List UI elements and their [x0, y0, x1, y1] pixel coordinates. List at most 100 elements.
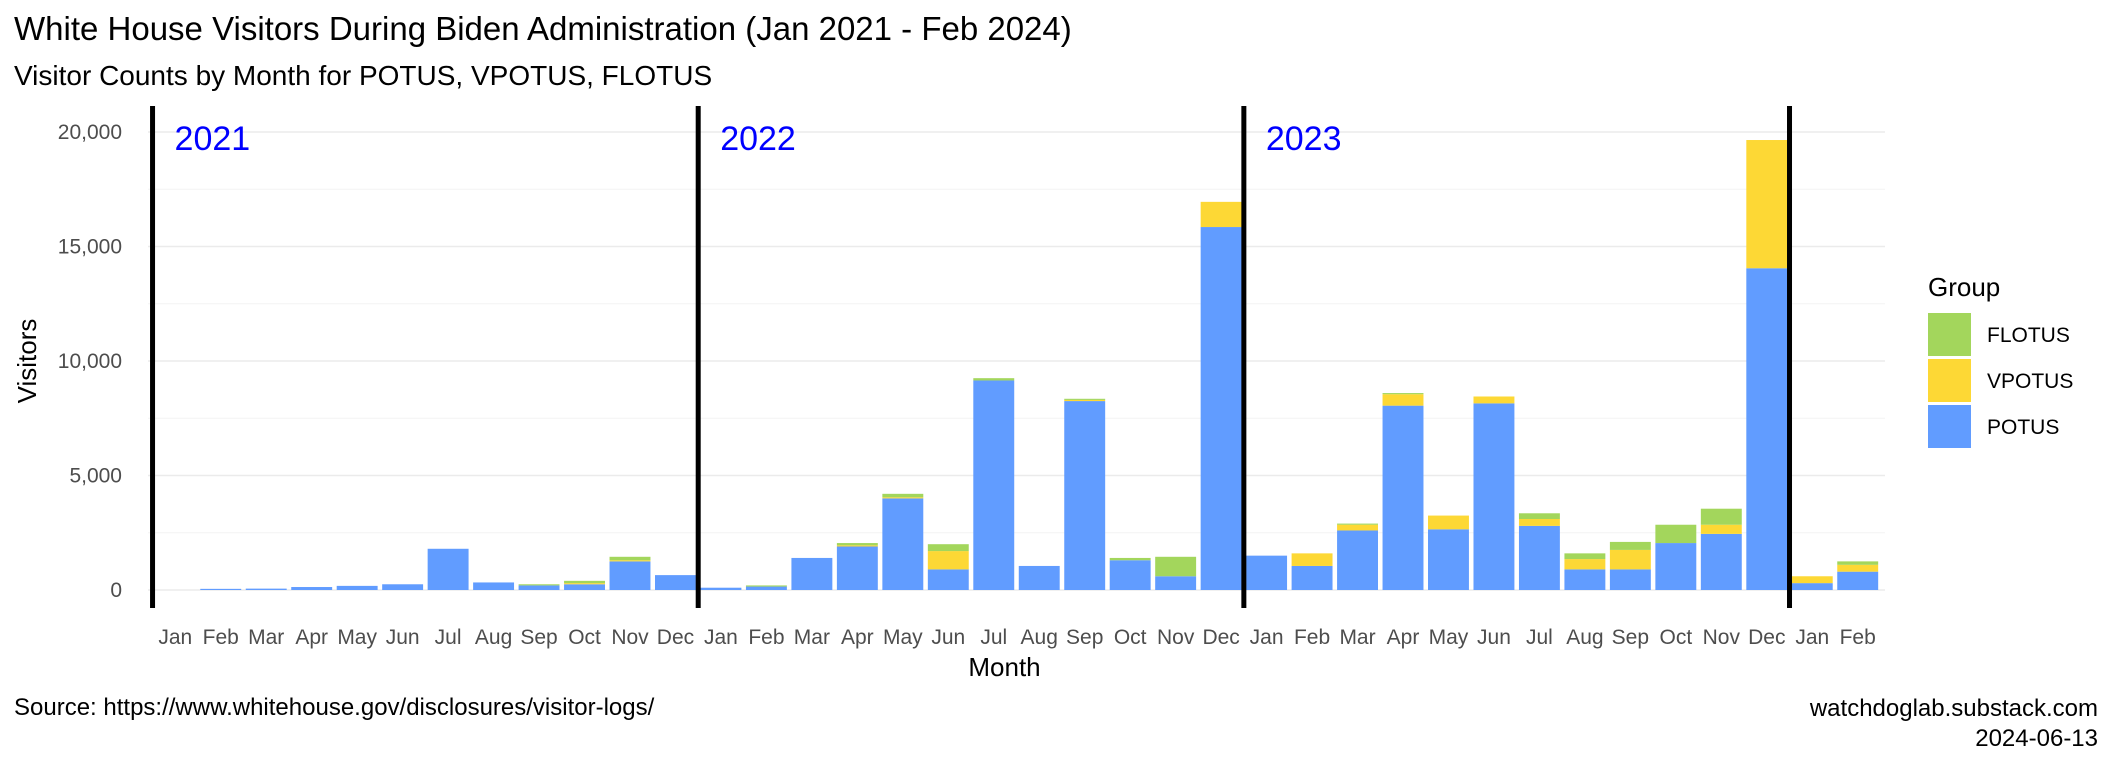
- y-tick-label: 5,000: [69, 465, 122, 488]
- bar-flotus: [1518, 513, 1560, 520]
- legend-label-potus: POTUS: [1987, 416, 2059, 439]
- bar-flotus: [745, 585, 787, 587]
- bar-flotus: [518, 584, 560, 586]
- bar-vpotus: [1746, 140, 1788, 269]
- bar-flotus: [1655, 524, 1697, 544]
- bar-flotus: [836, 543, 878, 546]
- bar-potus: [745, 586, 787, 590]
- x-tick-label: Aug: [475, 626, 512, 649]
- x-tick-label: Mar: [1339, 626, 1375, 649]
- credit-caption: watchdoglab.substack.com 2024-06-13: [1810, 694, 2098, 754]
- bar-potus: [655, 575, 696, 590]
- x-tick-label: Apr: [1387, 626, 1420, 649]
- bar-flotus: [1382, 393, 1424, 395]
- x-tick-label: Oct: [1659, 626, 1692, 649]
- bar-potus: [518, 585, 560, 590]
- bar-potus: [1018, 565, 1060, 590]
- bar-flotus: [1155, 556, 1197, 577]
- bar-vpotus: [564, 583, 605, 585]
- bar-flotus: [973, 378, 1015, 381]
- year-label: 2023: [1266, 120, 1342, 158]
- x-tick-label: Dec: [1202, 626, 1239, 649]
- x-tick-label: Jul: [1526, 626, 1553, 649]
- bar-potus: [1291, 565, 1333, 590]
- x-tick-label: May: [883, 626, 923, 649]
- x-tick-label: Jan: [704, 626, 738, 649]
- bar-potus: [336, 585, 378, 590]
- x-tick-label: Feb: [748, 626, 784, 649]
- y-tick-label: 0: [110, 579, 122, 602]
- x-tick-label: Sep: [1066, 626, 1103, 649]
- bar-potus: [1200, 227, 1242, 590]
- stacked-bar-chart: 2021 2022 2023 0 5,000 10,000 15,000 20,000 Ja…: [12, 106, 2073, 682]
- bar-potus: [836, 546, 878, 590]
- x-tick-label: Mar: [794, 626, 830, 649]
- bar-potus: [291, 587, 333, 590]
- bar-vpotus: [1837, 564, 1879, 572]
- bar-flotus: [1700, 508, 1742, 525]
- bar-potus: [1791, 583, 1833, 590]
- x-axis-title: Month: [968, 652, 1040, 682]
- x-tick-label: Jun: [931, 626, 965, 649]
- bar-potus: [1473, 403, 1515, 590]
- x-tick-label: Aug: [1021, 626, 1058, 649]
- bar-flotus: [1064, 398, 1106, 400]
- bar-potus: [1837, 571, 1879, 590]
- bar-potus: [700, 587, 742, 590]
- x-tick-label: Apr: [295, 626, 328, 649]
- bar-potus: [1564, 569, 1606, 590]
- x-tick-label: Jan: [1795, 626, 1829, 649]
- bar-potus: [473, 582, 515, 590]
- bar-potus: [564, 584, 605, 590]
- legend-label-vpotus: VPOTUS: [1987, 370, 2073, 393]
- y-axis-ticks: 0 5,000 10,000 15,000 20,000: [58, 121, 122, 602]
- bar-potus: [1655, 543, 1697, 590]
- bar-potus: [382, 584, 424, 590]
- bar-vpotus: [1382, 394, 1424, 406]
- x-tick-label: Sep: [520, 626, 557, 649]
- bar-potus: [1518, 525, 1560, 590]
- x-tick-label: Sep: [1612, 626, 1649, 649]
- x-tick-label: Aug: [1566, 626, 1603, 649]
- bar-vpotus: [1609, 549, 1651, 570]
- y-tick-label: 15,000: [58, 236, 122, 259]
- bar-vpotus: [1700, 524, 1742, 534]
- year-label: 2021: [175, 120, 251, 158]
- x-tick-label: Oct: [568, 626, 601, 649]
- legend-key-flotus: [1928, 313, 1971, 356]
- credit-date: 2024-06-13: [1975, 725, 2098, 752]
- source-caption: Source: https://www.whitehouse.gov/discl…: [14, 694, 655, 721]
- bar-flotus: [1337, 523, 1378, 525]
- bar-flotus: [882, 493, 924, 498]
- x-tick-label: Nov: [1703, 626, 1741, 649]
- legend-label-flotus: FLOTUS: [1987, 324, 2070, 347]
- x-tick-label: Mar: [248, 626, 284, 649]
- x-tick-label: Nov: [1157, 626, 1195, 649]
- bar-potus: [927, 569, 969, 590]
- bar-potus: [882, 498, 924, 590]
- bar-vpotus: [1064, 399, 1106, 402]
- x-tick-label: Jun: [1477, 626, 1511, 649]
- year-dividers: [150, 106, 1793, 608]
- x-tick-label: May: [337, 626, 377, 649]
- credit-site: watchdoglab.substack.com: [1809, 695, 2098, 722]
- bar-potus: [427, 548, 469, 590]
- year-label: 2022: [720, 120, 796, 158]
- x-tick-label: Jan: [1250, 626, 1284, 649]
- x-tick-label: Dec: [1748, 626, 1785, 649]
- bar-potus: [973, 380, 1015, 590]
- bar-vpotus: [1291, 553, 1333, 566]
- bar-vpotus: [927, 551, 969, 570]
- x-tick-label: Jun: [386, 626, 420, 649]
- bar-potus: [1428, 529, 1469, 590]
- bar-flotus: [1109, 557, 1151, 561]
- bar-potus: [1609, 569, 1651, 590]
- bars: [200, 140, 1879, 590]
- bar-potus: [200, 588, 242, 590]
- bar-flotus: [609, 556, 651, 561]
- bar-vpotus: [1428, 515, 1469, 530]
- x-tick-label: Feb: [203, 626, 239, 649]
- x-axis-ticks: Jan Feb Mar Apr May Jun Jul Aug Sep Oct Nov Dec Jan F…: [158, 626, 1875, 649]
- x-tick-label: Feb: [1840, 626, 1876, 649]
- bar-vpotus: [836, 545, 878, 547]
